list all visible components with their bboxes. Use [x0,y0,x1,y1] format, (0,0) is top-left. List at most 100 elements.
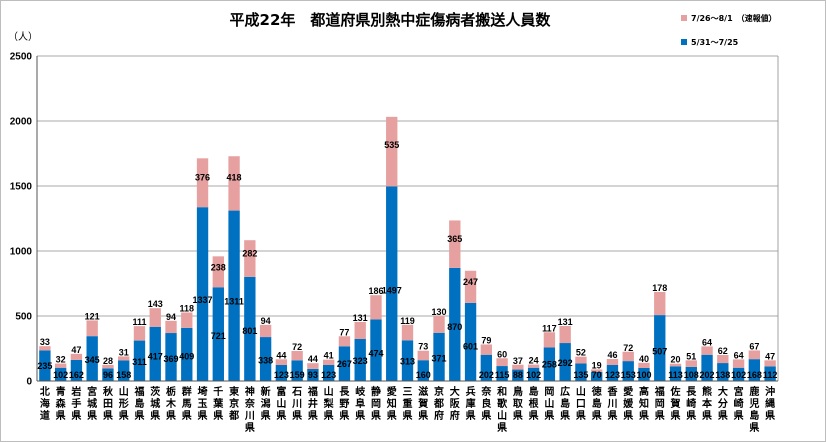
x-tick-label: 島 [560,397,570,410]
bar-series-2 [338,336,351,347]
x-tick-label: 鳥 [513,385,523,398]
x-tick-label: 県 [513,409,523,422]
x-tick-label: 県 [198,409,208,422]
x-tick-label: 富 [276,385,286,398]
x-tick-label: 滋 [418,385,428,398]
bar-series-1 [118,360,130,381]
x-tick-label: 馬 [182,398,192,410]
x-tick-label: 県 [103,409,113,422]
x-tick-label: 秋 [103,385,114,398]
data-label-series-2: 186 [368,286,383,296]
y-tick-label: 1500 [10,182,33,193]
x-tick-label: 鹿 [749,385,759,398]
data-label-series-1: 235 [37,361,52,371]
x-tick-label: 庫 [466,397,476,410]
data-label-series-1: 323 [353,356,368,366]
bar-series-1 [386,186,398,381]
x-tick-label: 県 [560,409,570,422]
data-label-series-2: 44 [276,350,286,360]
data-label-series-2: 94 [166,312,176,322]
x-tick-label: 木 [165,397,177,410]
x-tick-label: 県 [418,409,428,422]
x-tick-label: 県 [276,409,286,422]
data-label-series-1: 202 [479,370,494,380]
x-tick-label: 賀 [417,397,428,410]
data-label-series-2: 33 [40,337,50,347]
data-label-series-1: 313 [400,357,415,367]
data-label-series-1: 345 [85,355,100,365]
x-tick-label: 道 [40,409,50,422]
x-tick-label: 根 [529,397,539,410]
x-tick-label: 県 [292,409,302,422]
x-tick-label: 宮 [734,385,744,398]
data-label-series-1: 258 [542,360,557,370]
x-tick-label: 県 [686,409,696,422]
data-label-series-2: 52 [576,348,586,358]
y-tick-label: 500 [15,312,32,323]
x-tick-label: 県 [592,409,602,422]
x-tick-label: 県 [166,409,176,422]
bar-series-2 [322,359,335,366]
bar-series-2 [70,353,83,360]
data-label-series-1: 108 [684,370,699,380]
data-label-series-1: 601 [463,342,478,352]
bar-series-1 [307,368,319,381]
x-tick-label: 県 [671,409,681,422]
bar-series-1 [181,327,193,381]
x-tick-label: 潟 [261,397,271,410]
data-label-series-1: 160 [416,370,431,380]
data-label-series-2: 365 [447,234,462,244]
bar-series-1 [165,333,177,381]
x-tick-label: 縄 [765,397,775,410]
x-tick-label: 大 [450,385,460,398]
data-label-series-1: 113 [668,370,683,380]
x-tick-label: 県 [213,409,223,422]
data-label-series-2: 64 [734,350,744,360]
x-tick-label: 良 [481,397,491,410]
x-tick-label: 城 [150,397,160,410]
x-tick-label: 県 [544,409,554,422]
data-label-series-2: 47 [765,351,775,361]
x-tick-label: 県 [119,409,129,422]
bar-series-1 [322,365,335,381]
data-label-series-2: 130 [432,307,447,317]
x-tick-label: 県 [371,409,381,422]
bar-series-2 [86,320,98,337]
x-tick-label: 崎 [686,397,696,410]
bar-series-1 [527,367,540,381]
bar-series-2 [559,326,571,344]
x-tick-label: 石 [291,386,302,398]
data-label-series-1: 70 [592,370,602,380]
bar-series-2 [181,312,193,328]
bar-series-1 [622,361,634,381]
data-label-series-1: 1497 [382,285,402,295]
x-tick-label: 千 [213,385,223,398]
bar-series-2 [244,240,256,277]
data-label-series-1: 159 [290,370,305,380]
x-tick-label: 都 [433,397,444,410]
bar-series-2 [259,324,272,338]
x-tick-label: 府 [434,409,444,422]
data-label-series-1: 158 [116,370,131,380]
data-label-series-2: 131 [558,317,573,327]
bars [39,116,776,381]
x-tick-label: 青 [56,385,66,398]
bar-series-2 [449,220,461,268]
data-label-series-1: 721 [211,331,226,341]
bar-series-1 [464,302,477,381]
data-label-series-2: 94 [261,316,271,326]
bar-series-1 [654,315,666,381]
bar-series-1 [543,347,556,381]
bar-series-1 [433,332,445,381]
data-label-series-1: 801 [242,326,257,336]
x-tick-label: 島 [592,397,602,410]
bar-series-2 [196,158,209,208]
data-label-series-1: 100 [636,370,651,380]
legend: 7/26～8/1 （速報値） 5/31～7/25 [681,13,777,47]
x-tick-label: 県 [71,409,81,422]
x-tick-label: 県 [387,409,397,422]
data-label-series-1: 96 [103,370,113,380]
x-tick-label: 形 [119,398,129,410]
bar-series-1 [196,207,209,381]
